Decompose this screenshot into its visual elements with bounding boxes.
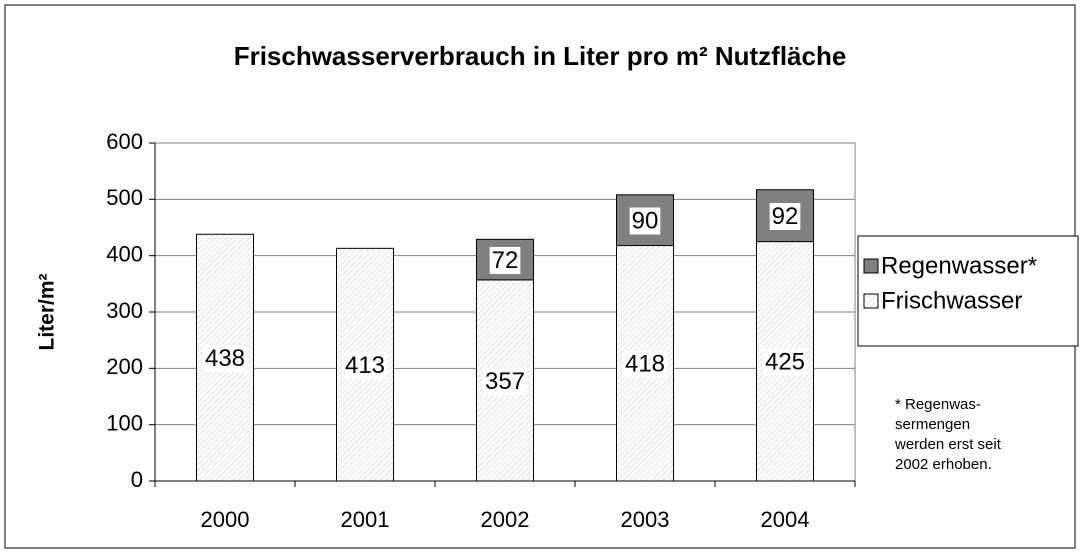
data-label: 357 [485, 368, 525, 395]
data-label-bg [622, 350, 668, 378]
y-axis-label: Liter/m² [36, 273, 59, 350]
data-label: 92 [772, 203, 799, 230]
data-label: 90 [632, 208, 659, 235]
legend-label: Frischwasser [881, 287, 1022, 314]
data-label: 438 [205, 345, 245, 372]
data-label-bg [629, 207, 661, 235]
chart-title: Frischwasserverbrauch in Liter pro m² Nu… [234, 41, 847, 71]
note: 2002 erhoben. [895, 456, 992, 473]
data-label-bg [769, 203, 801, 231]
data-label-bg [342, 352, 388, 380]
y-tick-label: 300 [106, 298, 143, 323]
data-label-bg [489, 246, 521, 274]
y-tick-label: 100 [106, 410, 143, 435]
x-tick-label: 2000 [201, 507, 250, 532]
data-label: 425 [765, 349, 805, 376]
legend-box [857, 235, 1079, 347]
y-tick-label: 600 [106, 129, 143, 154]
x-tick-label: 2003 [621, 507, 670, 532]
y-tick-label: 500 [106, 185, 143, 210]
data-label-bg [762, 348, 808, 376]
x-tick-label: 2004 [761, 507, 810, 532]
y-tick-label: 200 [106, 354, 143, 379]
legend-swatch [863, 258, 879, 274]
x-tick-label: 2002 [481, 507, 530, 532]
data-label: 413 [345, 352, 385, 379]
data-label: 418 [625, 351, 665, 378]
y-tick-label: 0 [131, 467, 143, 492]
note: sermengen [895, 416, 970, 433]
data-label-bg [482, 367, 528, 395]
y-tick-label: 400 [106, 241, 143, 266]
data-label: 72 [492, 247, 519, 274]
data-label-bg [202, 344, 248, 372]
note: werden erst seit [894, 436, 1002, 453]
note: * Regenwas- [895, 396, 981, 413]
legend-swatch [863, 293, 879, 309]
legend-label: Regenwasser* [881, 252, 1037, 279]
x-tick-label: 2001 [341, 507, 390, 532]
